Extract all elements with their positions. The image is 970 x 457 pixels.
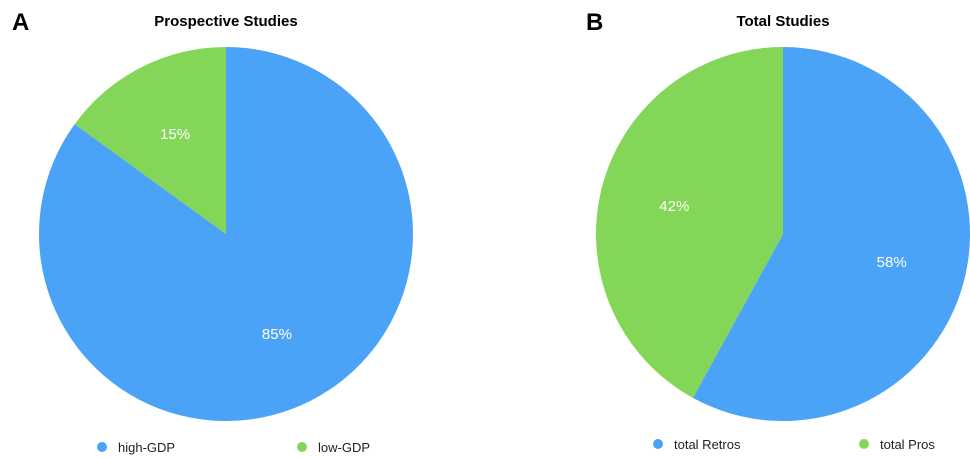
pie-b: 58% 42%: [596, 47, 970, 421]
pie-b-value-label-total-retros: 58%: [877, 254, 907, 271]
pie-b-slice-total-retros: [692, 47, 970, 421]
pie-a-slice-high-gdp: [38, 47, 413, 421]
chart-title-b: Total Studies: [736, 13, 829, 30]
legend-b: total Retros total Pros: [653, 437, 935, 452]
chart-panel-b: B Total Studies 58% 42% total Retros tota…: [586, 9, 970, 452]
legend-a-label-high-gdp: high-GDP: [118, 440, 175, 455]
pie-a-value-label-low-gdp: 15%: [160, 126, 190, 143]
legend-b-label-total-pros: total Pros: [880, 437, 935, 452]
legend-b-marker-total-pros: [859, 439, 869, 449]
panel-letter-a: A: [12, 9, 29, 36]
legend-a-marker-high-gdp: [97, 442, 107, 452]
panel-letter-b: B: [586, 9, 603, 36]
pie-a-slice-low-gdp: [74, 47, 226, 234]
pie-b-slice-total-pros: [596, 47, 783, 398]
legend-b-marker-total-retros: [653, 439, 663, 449]
chart-panel-a: A Prospective Studies 85% 15% high-GDP lo…: [12, 9, 413, 455]
chart-title-a: Prospective Studies: [154, 13, 297, 30]
legend-b-label-total-retros: total Retros: [674, 437, 741, 452]
legend-a: high-GDP low-GDP: [97, 440, 370, 455]
pie-a-value-label-high-gdp: 85%: [262, 326, 292, 343]
pie-b-value-label-total-pros: 42%: [659, 198, 689, 215]
legend-a-marker-low-gdp: [297, 442, 307, 452]
legend-a-label-low-gdp: low-GDP: [318, 440, 370, 455]
pie-a: 85% 15%: [38, 47, 413, 421]
